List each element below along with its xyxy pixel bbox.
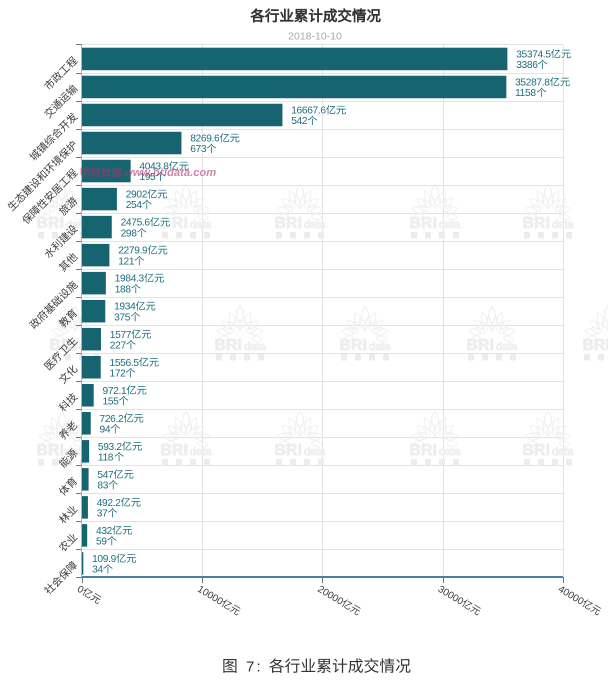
svg-text:83: 83 <box>97 481 108 492</box>
svg-text:2018-10-10: 2018-10-10 <box>288 31 342 43</box>
svg-text:1577: 1577 <box>110 330 132 341</box>
svg-text:492.2: 492.2 <box>97 498 122 509</box>
svg-text:2902: 2902 <box>126 190 148 201</box>
svg-text:298: 298 <box>121 228 138 239</box>
svg-text:547: 547 <box>97 470 114 481</box>
svg-text:0: 0 <box>75 584 86 597</box>
svg-text:1556.5: 1556.5 <box>110 358 140 369</box>
svg-text:227: 227 <box>110 340 127 351</box>
svg-text:7:: 7: <box>246 659 263 676</box>
svg-text:109.9: 109.9 <box>92 554 117 565</box>
svg-text:94: 94 <box>100 424 111 435</box>
svg-text:375: 375 <box>114 312 131 323</box>
svg-text:432: 432 <box>96 526 113 537</box>
svg-text:2279.9: 2279.9 <box>118 246 148 257</box>
svg-text:8269.6: 8269.6 <box>190 134 220 145</box>
svg-text:2475.6: 2475.6 <box>121 218 151 229</box>
svg-text:254: 254 <box>126 200 143 211</box>
svg-text:118: 118 <box>98 453 114 464</box>
svg-text:34: 34 <box>92 565 103 576</box>
svg-text:121: 121 <box>118 256 135 267</box>
svg-text:542: 542 <box>291 116 308 127</box>
svg-text:www.bridata.com: www.bridata.com <box>124 167 216 179</box>
svg-text:1984.3: 1984.3 <box>115 274 145 285</box>
svg-text:972.1: 972.1 <box>103 386 128 397</box>
svg-text:172: 172 <box>110 368 127 379</box>
svg-text:195: 195 <box>139 172 156 183</box>
svg-text:726.2: 726.2 <box>100 414 125 425</box>
svg-text:37: 37 <box>97 509 108 520</box>
svg-text:155: 155 <box>103 396 120 407</box>
svg-text:35374.5: 35374.5 <box>516 50 551 61</box>
svg-text:16667.6: 16667.6 <box>291 106 326 117</box>
svg-text:593.2: 593.2 <box>98 442 123 453</box>
svg-text:35287.8: 35287.8 <box>515 78 550 89</box>
svg-text:4043.8: 4043.8 <box>139 162 169 173</box>
svg-text:1934: 1934 <box>114 302 136 313</box>
svg-text:1158: 1158 <box>515 88 536 99</box>
svg-text:673: 673 <box>190 144 207 155</box>
svg-text:188: 188 <box>115 284 132 295</box>
svg-text:3386: 3386 <box>516 60 538 71</box>
svg-text:59: 59 <box>96 537 107 548</box>
